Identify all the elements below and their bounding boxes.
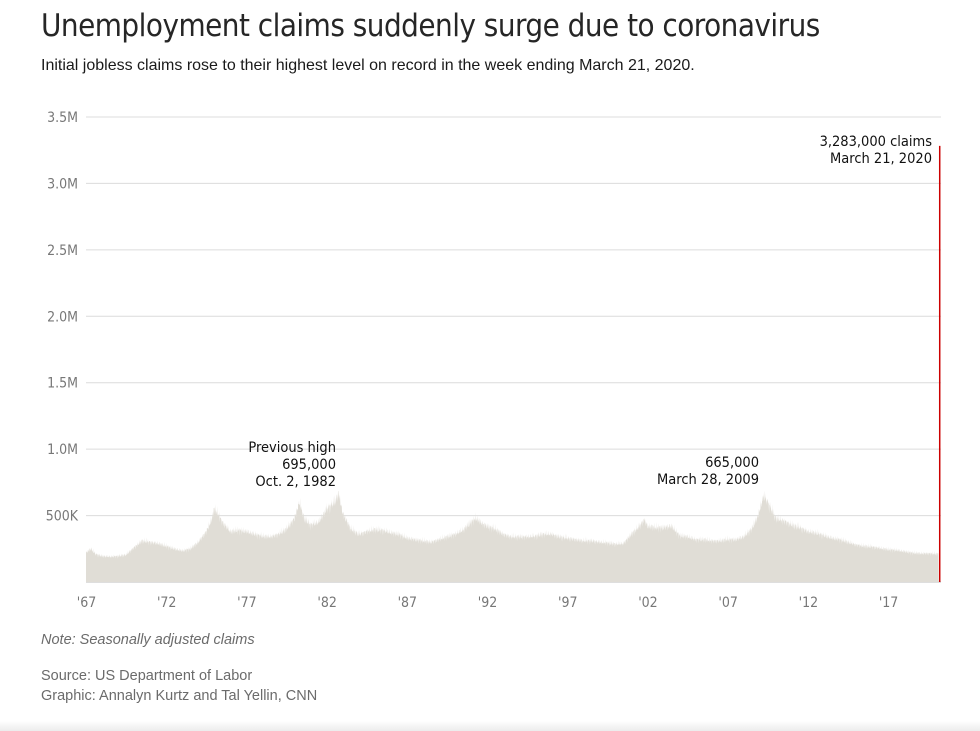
x-tick-label: '97 (558, 595, 577, 611)
x-tick-label: '82 (317, 595, 336, 611)
chart-subtitle: Initial jobless claims rose to their hig… (41, 57, 695, 74)
x-tick-label: '77 (237, 595, 256, 611)
bottom-fade (0, 721, 980, 731)
y-tick-label: 1.5M (47, 376, 78, 392)
jobless-claims-chart: 500K 1.0M 1.5M 2.0M 2.5M 3.0M 3.5M '67 '72 '77 '8… (46, 110, 941, 611)
claims-area (86, 490, 939, 582)
gridlines (86, 116, 941, 583)
chart-note: Note: Seasonally adjusted claims (41, 632, 255, 648)
source-line: Source: US Department of Labor (41, 668, 253, 684)
y-axis-ticks: 500K 1.0M 1.5M 2.0M 2.5M 3.0M 3.5M (46, 110, 79, 525)
x-tick-label: '92 (478, 595, 497, 611)
x-tick-label: '72 (157, 595, 176, 611)
annotation-label: 3,283,000 claims (820, 134, 933, 150)
y-tick-label: 500K (46, 509, 79, 525)
y-tick-label: 2.0M (47, 309, 78, 325)
y-tick-label: 2.5M (47, 243, 78, 259)
x-tick-label: '12 (799, 595, 818, 611)
y-tick-label: 1.0M (47, 442, 78, 458)
annotation-label: March 28, 2009 (657, 472, 759, 488)
claims-area-path (86, 490, 939, 582)
y-tick-label: 3.0M (47, 176, 78, 192)
x-tick-label: '87 (398, 595, 417, 611)
annotation-label: 665,000 (705, 455, 759, 471)
graphic-credit: Graphic: Annalyn Kurtz and Tal Yellin, C… (41, 688, 318, 704)
chart-title: Unemployment claims suddenly surge due t… (41, 8, 820, 44)
annotation-label: Oct. 2, 1982 (255, 474, 336, 490)
x-axis-ticks: '67 '72 '77 '82 '87 '92 '97 '02 '07 '12 '17 (77, 595, 899, 611)
annotation-label: 695,000 (282, 457, 336, 473)
y-tick-label: 3.5M (47, 110, 78, 126)
x-tick-label: '07 (718, 595, 737, 611)
x-tick-label: '67 (77, 595, 96, 611)
annotation-label: Previous high (248, 440, 336, 456)
x-tick-label: '17 (879, 595, 898, 611)
annotation-label: March 21, 2020 (830, 151, 932, 167)
x-tick-label: '02 (638, 595, 657, 611)
